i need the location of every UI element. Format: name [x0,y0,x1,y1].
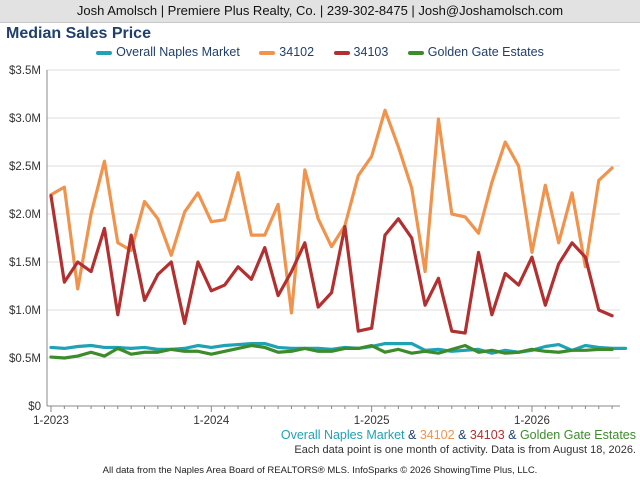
y-tick-label: $1.5M [9,257,41,269]
series-caption: Overall Naples Market & 34102 & 34103 & … [281,428,636,442]
legend-swatch-34102 [259,50,276,55]
caption-part-34102: 34102 [419,428,455,442]
x-tick-label: 1-2025 [354,415,390,427]
legend-item-naples[interactable]: Overall Naples Market [96,45,240,59]
y-tick-label: $3.0M [9,113,41,125]
y-tick-label: $2.0M [9,209,41,221]
y-tick-label: $0 [28,401,41,413]
chart-legend: Overall Naples Market 34102 34103 Golden… [0,45,640,59]
caption-part-golden-gate: Golden Gate Estates [519,428,636,442]
x-tick-label: 1-2026 [514,415,550,427]
legend-swatch-golden-gate [407,50,424,55]
legend-item-34103[interactable]: 34103 [333,45,389,59]
data-note: Each data point is one month of activity… [294,444,636,456]
y-tick-label: $0.5M [9,353,41,365]
y-tick-label: $3.5M [9,65,41,77]
series-line-34103 [49,194,614,335]
y-tick-label: $2.5M [9,161,41,173]
chart-title: Median Sales Price [6,25,151,42]
series-line-34102 [49,108,614,315]
y-tick-label: $1.0M [9,305,41,317]
legend-label-naples: Overall Naples Market [116,45,240,59]
caption-sep-1: & [404,428,420,442]
legend-item-34102[interactable]: 34102 [259,45,314,59]
x-tick-label: 1-2023 [33,415,69,427]
caption-sep-3: & [504,428,520,442]
caption-sep-2: & [454,428,470,442]
legend-label-34102: 34102 [279,45,315,59]
line-chart: $0 $0.5M $1.0M $1.5M $2.0M $2.5M $3.0M $3.5M 1-2… [9,65,628,427]
series-line-golden-gate-estates [49,343,614,360]
x-tick-label: 1-2024 [193,415,229,427]
caption-part-34103: 34103 [469,428,505,442]
legend-label-34103: 34103 [353,45,389,59]
caption-part-naples: Overall Naples Market [280,428,405,442]
legend-swatch-34103 [333,50,350,55]
agent-banner: Josh Amolsch | Premiere Plus Realty, Co.… [0,0,640,23]
legend-label-golden-gate: Golden Gate Estates [427,45,544,59]
legend-item-golden-gate[interactable]: Golden Gate Estates [407,45,544,59]
legend-swatch-naples [96,50,113,55]
footer-credits: All data from the Naples Area Board of R… [102,465,538,476]
